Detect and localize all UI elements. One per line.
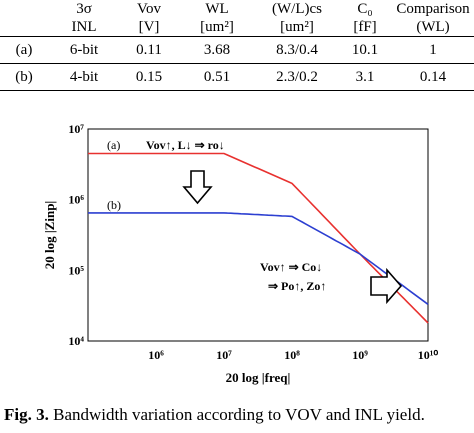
header-cell (0, 0, 48, 37)
table-cell: 3.68 (178, 36, 256, 64)
y-tick-label: 10⁵ (68, 263, 84, 277)
table-cell: 0.51 (178, 63, 256, 91)
table-cell: 1 (392, 36, 474, 64)
y-tick-labels: 10⁷ 10⁶ 10⁵ 10⁴ (68, 122, 84, 348)
impedance-chart: 10⁷ 10⁶ 10⁵ 10⁴ 10⁶ 10⁷ 10⁸ 10⁹ 10¹⁰ (a) (b) Vo… (42, 122, 438, 385)
table-cell: 0.15 (120, 63, 178, 91)
x-tick-label: 10⁹ (352, 348, 368, 362)
figure-caption-text: Bandwidth variation according to VOV and… (48, 405, 425, 424)
table-cell: 2.3/0.2 (256, 63, 338, 91)
table-cell: 6-bit (48, 36, 120, 64)
figure-caption-prefix: Fig. 3. (4, 405, 49, 424)
series-line-a (88, 152, 429, 324)
table-cell: 0.11 (120, 36, 178, 64)
table-cell: (b) (0, 63, 48, 91)
table-cell: 10.1 (338, 36, 392, 64)
table-cell: (a) (0, 36, 48, 64)
x-tick-label: 10⁶ (148, 348, 164, 362)
annotation-top: Vov↑, L↓ ⇒ ro↓ (146, 138, 225, 152)
series-label-a: (a) (107, 138, 120, 152)
table-cell: 8.3/0.4 (256, 36, 338, 64)
right-arrow-icon (370, 267, 403, 305)
header-cell-c0: C₀ [fF] (353, 1, 377, 35)
header-cell-comparison: Comparison (WL) (396, 1, 470, 35)
header-cell-vov: Vov [V] (137, 1, 161, 35)
header-cell-inl: 3σ INL (71, 1, 97, 35)
table-row: (a) 6-bit 0.11 3.68 8.3/0.4 10.1 1 (0, 36, 474, 64)
y-tick-label: 10⁷ (68, 122, 84, 136)
figure-caption: Fig. 3. Bandwidth variation according to… (4, 405, 425, 425)
x-tick-labels: 10⁶ 10⁷ 10⁸ 10⁹ 10¹⁰ (148, 348, 438, 362)
x-tick-label: 10⁷ (216, 348, 232, 362)
y-axis-label: 20 log |Zinp| (42, 201, 57, 270)
x-tick-label: 10⁸ (284, 348, 300, 362)
series-line-b (88, 212, 429, 306)
table-cell: 3.1 (338, 63, 392, 91)
y-tick-label: 10⁶ (68, 193, 84, 207)
header-cell-wl: WL [um²] (200, 1, 234, 35)
series-lines (88, 152, 429, 324)
table-cell: 4-bit (48, 63, 120, 91)
annotation-right-2: ⇒ Po↑, Zo↑ (268, 279, 326, 293)
table-cell: 0.14 (392, 63, 474, 91)
spec-table: 3σ INL Vov [V] WL [um²] (W/L)cs [um²] C₀ [fF]… (0, 0, 474, 91)
down-arrow-icon (182, 170, 213, 205)
table-row: (b) 4-bit 0.15 0.51 2.3/0.2 3.1 0.14 (0, 63, 474, 91)
plot-frame (87, 128, 429, 342)
y-tick-label: 10⁴ (68, 334, 84, 348)
header-cell-wl-cs: (W/L)cs [um²] (272, 1, 322, 35)
x-axis-label: 20 log |freq| (226, 370, 291, 385)
x-tick-label: 10¹⁰ (418, 348, 439, 362)
spec-table-header-row: 3σ INL Vov [V] WL [um²] (W/L)cs [um²] C₀ [fF]… (0, 0, 474, 37)
series-label-b: (b) (107, 198, 121, 212)
annotation-right-1: Vov↑ ⇒ Co↓ (260, 260, 322, 274)
